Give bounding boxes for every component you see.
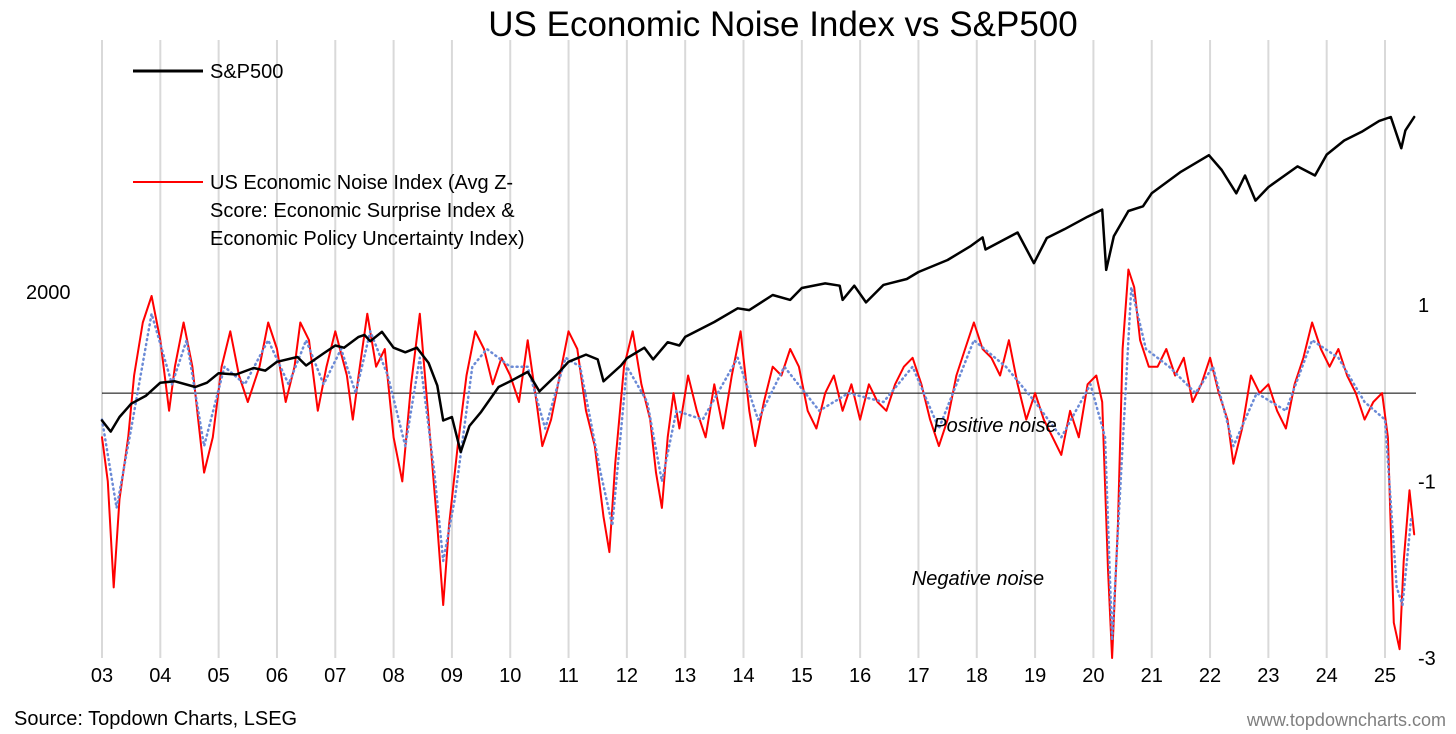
x-tick-label-16: 16 <box>849 665 871 687</box>
tick-labels: 03 04 05 06 07 08 09 10 11 12 13 14 15 16 17 18 19 20 21 22… <box>26 282 1436 687</box>
x-tick-label-20: 20 <box>1082 665 1104 687</box>
legend: S&P500 US Economic Noise Index (Avg Z- S… <box>133 61 525 250</box>
annotation-positive-noise: Positive noise <box>933 415 1056 437</box>
right-tick-label--3: -3 <box>1418 648 1436 670</box>
x-tick-label-22: 22 <box>1199 665 1221 687</box>
x-tick-label-09: 09 <box>441 665 463 687</box>
noise-index-smoothed-line <box>100 285 1413 642</box>
legend-label-noise-line1: US Economic Noise Index (Avg Z- <box>210 172 513 194</box>
legend-label-sp500: S&P500 <box>210 61 283 83</box>
annotation-negative-noise: Negative noise <box>912 568 1044 590</box>
x-tick-label-13: 13 <box>674 665 696 687</box>
x-tick-label-25: 25 <box>1374 665 1396 687</box>
x-tick-label-04: 04 <box>149 665 171 687</box>
source-note: Source: Topdown Charts, LSEG <box>14 708 297 730</box>
x-tick-label-14: 14 <box>732 665 754 687</box>
right-tick-label-1: 1 <box>1418 295 1429 317</box>
x-tick-label-08: 08 <box>382 665 404 687</box>
x-tick-label-15: 15 <box>791 665 813 687</box>
chart-title: US Economic Noise Index vs S&P500 <box>488 5 1077 44</box>
sp500-line <box>100 115 1416 454</box>
left-tick-label-2000: 2000 <box>26 282 71 304</box>
x-tick-label-18: 18 <box>966 665 988 687</box>
x-tick-label-10: 10 <box>499 665 521 687</box>
x-tick-label-23: 23 <box>1257 665 1279 687</box>
legend-label-noise-line2: Score: Economic Surprise Index & <box>210 200 515 222</box>
watermark: www.topdowncharts.com <box>1246 710 1446 730</box>
right-tick-label--1: -1 <box>1418 471 1436 493</box>
x-tick-label-12: 12 <box>616 665 638 687</box>
x-tick-label-19: 19 <box>1024 665 1046 687</box>
x-tick-label-21: 21 <box>1141 665 1163 687</box>
x-tick-label-17: 17 <box>907 665 929 687</box>
series-layer <box>100 115 1416 659</box>
x-tick-label-24: 24 <box>1316 665 1338 687</box>
x-tick-label-06: 06 <box>266 665 288 687</box>
noise-index-line <box>101 268 1416 659</box>
legend-label-noise-line3: Economic Policy Uncertainty Index) <box>210 228 525 250</box>
x-tick-label-05: 05 <box>208 665 230 687</box>
x-tick-label-07: 07 <box>324 665 346 687</box>
x-tick-label-03: 03 <box>91 665 113 687</box>
x-tick-label-11: 11 <box>558 665 579 687</box>
